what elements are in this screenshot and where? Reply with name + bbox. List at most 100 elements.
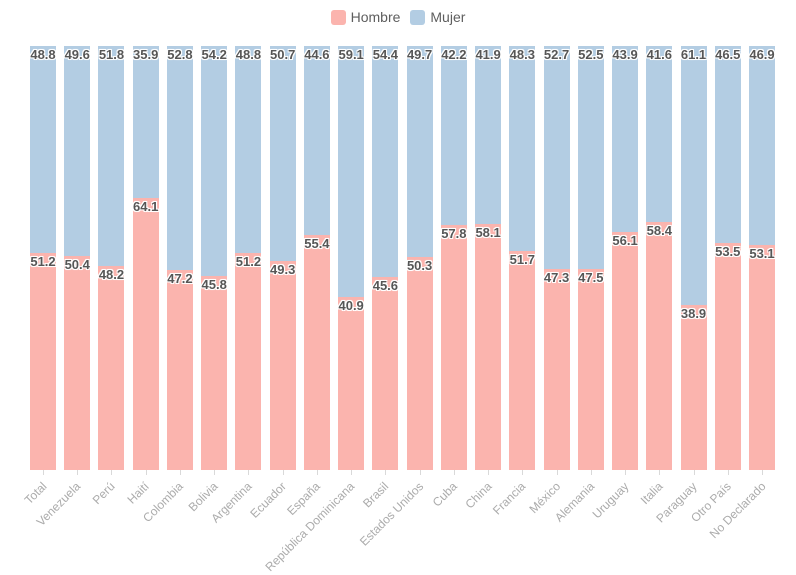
bar-value-label-mujer: 52.8 [167, 47, 193, 62]
stacked-bar[interactable]: 42.2 57.8 [440, 46, 467, 470]
bar-value-label-hombre: 51.2 [235, 253, 262, 269]
bar-value-label-hombre: 47.3 [543, 270, 570, 286]
bar-segment-hombre[interactable]: 47.5 [577, 268, 604, 470]
bar-segment-hombre[interactable]: 45.8 [201, 275, 228, 470]
bar-segment-mujer[interactable]: 61.1 [680, 46, 707, 306]
bar-segment-hombre[interactable]: 51.7 [509, 250, 536, 470]
stacked-bar[interactable]: 52.8 47.2 [166, 46, 193, 470]
bar-segment-mujer[interactable]: 41.9 [475, 46, 502, 224]
bar-value-label-mujer: 42.2 [441, 47, 467, 62]
bar-segment-hombre[interactable]: 51.2 [30, 252, 56, 470]
bar-segment-mujer[interactable]: 46.5 [714, 46, 741, 244]
stacked-bar[interactable]: 48.8 51.2 [235, 46, 262, 470]
bar-segment-mujer[interactable]: 48.3 [509, 46, 536, 251]
stacked-bar[interactable]: 49.6 50.4 [64, 46, 91, 470]
x-axis-tick [488, 470, 490, 475]
bar-segment-mujer[interactable]: 50.7 [269, 46, 296, 261]
stacked-bar[interactable]: 48.8 51.2 [30, 46, 56, 470]
bar-value-label-hombre: 50.4 [64, 257, 90, 273]
stacked-bar[interactable]: 35.9 64.1 [132, 46, 159, 470]
bar-segment-mujer[interactable]: 49.6 [64, 46, 91, 257]
bar-segment-hombre[interactable]: 53.5 [714, 243, 741, 470]
bar-segment-hombre[interactable]: 47.3 [543, 269, 570, 470]
x-axis-label: Francia [490, 479, 529, 518]
bar-segment-hombre[interactable]: 38.9 [680, 305, 707, 470]
bar-value-label-mujer: 41.6 [646, 47, 672, 62]
bar-segment-mujer[interactable]: 42.2 [440, 46, 467, 225]
bar-segment-hombre[interactable]: 50.3 [406, 256, 433, 470]
bar-segment-hombre[interactable]: 48.2 [98, 265, 125, 470]
stacked-bar[interactable]: 59.1 40.9 [338, 46, 365, 470]
bar-value-label-hombre: 58.1 [475, 224, 501, 240]
stacked-bar[interactable]: 46.9 53.1 [749, 46, 775, 470]
bar-value-label-mujer: 46.9 [749, 47, 775, 62]
bar-segment-hombre[interactable]: 57.8 [440, 224, 467, 470]
x-axis-tick [214, 470, 216, 475]
stacked-bar[interactable]: 61.1 38.9 [680, 46, 707, 470]
x-axis-label: Paraguay [653, 479, 700, 526]
bar-segment-hombre[interactable]: 58.1 [475, 223, 502, 470]
bar-value-label-hombre: 58.4 [646, 223, 672, 239]
bar-value-label-hombre: 38.9 [680, 306, 707, 322]
plot-area: 48.8 51.2 49.6 50.4 51.8 48.2 35.9 64.1 52.8 47.2… [21, 46, 775, 575]
bar-segment-mujer[interactable]: 52.5 [577, 46, 604, 269]
bar-segment-hombre[interactable]: 49.3 [269, 260, 296, 470]
x-axis-tick [179, 470, 181, 475]
bar-segment-mujer[interactable]: 51.8 [98, 46, 125, 266]
x-axis-tick [762, 470, 763, 475]
legend-item-mujer[interactable]: Mujer [410, 9, 465, 25]
stacked-bar[interactable]: 50.7 49.3 [269, 46, 296, 470]
stacked-bar[interactable]: 51.8 48.2 [98, 46, 125, 470]
bars-layer: 48.8 51.2 49.6 50.4 51.8 48.2 35.9 64.1 52.8 47.2… [30, 46, 775, 470]
legend-item-hombre[interactable]: Hombre [330, 9, 400, 25]
bar-segment-hombre[interactable]: 40.9 [338, 296, 365, 470]
bar-segment-mujer[interactable]: 54.4 [372, 46, 399, 277]
stacked-bar[interactable]: 41.6 58.4 [646, 46, 673, 470]
x-axis-tick [659, 470, 661, 475]
bar-segment-hombre[interactable]: 45.6 [372, 276, 399, 470]
bar-segment-mujer[interactable]: 49.7 [406, 46, 433, 257]
bar-segment-hombre[interactable]: 47.2 [166, 269, 193, 470]
legend-swatch-mujer-icon [410, 9, 426, 25]
stacked-bar[interactable]: 44.6 55.4 [303, 46, 330, 470]
x-axis-label: Brasil [360, 479, 392, 511]
x-axis-tick [727, 470, 729, 475]
bar-segment-mujer[interactable]: 43.9 [612, 46, 639, 233]
bar-segment-mujer[interactable]: 52.7 [543, 46, 570, 270]
bar-value-label-mujer: 44.6 [304, 47, 330, 62]
bar-segment-mujer[interactable]: 46.9 [749, 46, 775, 245]
stacked-bar[interactable]: 54.4 45.6 [372, 46, 399, 470]
bar-segment-hombre[interactable]: 50.4 [64, 256, 91, 470]
bar-value-label-hombre: 64.1 [133, 199, 159, 215]
bar-value-label-hombre: 53.1 [749, 245, 775, 261]
bar-segment-mujer[interactable]: 48.8 [235, 46, 262, 253]
bar-segment-hombre[interactable]: 51.2 [235, 252, 262, 470]
stacked-bar[interactable]: 41.9 58.1 [475, 46, 502, 470]
stacked-bar[interactable]: 54.2 45.8 [201, 46, 228, 470]
bar-value-label-mujer: 49.6 [64, 47, 90, 62]
bar-segment-mujer[interactable]: 54.2 [201, 46, 228, 276]
bar-segment-mujer[interactable]: 52.8 [166, 46, 193, 270]
bar-segment-mujer[interactable]: 59.1 [338, 46, 365, 297]
bar-segment-mujer[interactable]: 44.6 [303, 46, 330, 236]
bar-segment-mujer[interactable]: 41.6 [646, 46, 673, 223]
stacked-bar[interactable]: 52.5 47.5 [577, 46, 604, 470]
bar-segment-hombre[interactable]: 56.1 [612, 232, 639, 470]
bar-value-label-hombre: 57.8 [441, 225, 467, 241]
stacked-bar[interactable]: 48.3 51.7 [509, 46, 536, 470]
x-axis-label: Otro País [688, 479, 734, 526]
bar-segment-hombre[interactable]: 64.1 [132, 198, 159, 470]
stacked-bar[interactable]: 46.5 53.5 [714, 46, 741, 470]
bar-segment-mujer[interactable]: 35.9 [132, 46, 159, 199]
bar-segment-hombre[interactable]: 58.4 [646, 222, 673, 470]
stacked-bar[interactable]: 52.7 47.3 [543, 46, 570, 470]
bar-value-label-mujer: 51.8 [98, 47, 125, 62]
bar-value-label-mujer: 61.1 [680, 47, 707, 62]
x-axis-tick [590, 470, 592, 475]
x-axis-label: No Declarado [706, 479, 769, 542]
stacked-bar[interactable]: 49.7 50.3 [406, 46, 433, 470]
bar-segment-hombre[interactable]: 53.1 [749, 244, 775, 470]
bar-segment-mujer[interactable]: 48.8 [30, 46, 56, 253]
stacked-bar[interactable]: 43.9 56.1 [612, 46, 639, 470]
bar-segment-hombre[interactable]: 55.4 [303, 235, 330, 470]
